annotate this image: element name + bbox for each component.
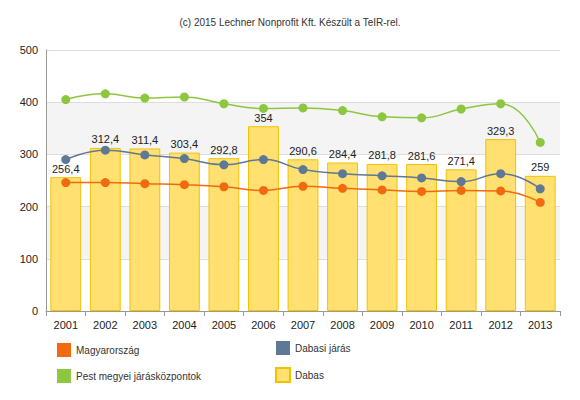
svg-text:281,6: 281,6 [408,150,436,162]
svg-text:292,8: 292,8 [210,144,238,156]
svg-text:2008: 2008 [330,319,354,331]
svg-text:311,4: 311,4 [131,134,158,146]
svg-text:329,3: 329,3 [487,125,515,137]
svg-text:2006: 2006 [251,319,275,331]
svg-text:2003: 2003 [133,319,157,331]
svg-text:Pest megyei járásközpontok: Pest megyei járásközpontok [76,371,202,382]
svg-text:290,6: 290,6 [289,145,317,157]
svg-text:Dabas: Dabas [295,370,324,381]
svg-text:271,4: 271,4 [447,155,475,167]
svg-text:Dabasi járás: Dabasi járás [295,343,351,354]
svg-text:(c) 2015 Lechner Nonprofit Kft: (c) 2015 Lechner Nonprofit Kft. Készült … [179,17,400,28]
svg-text:200: 200 [20,201,38,213]
svg-text:300: 300 [20,148,38,160]
svg-text:2012: 2012 [488,319,512,331]
svg-text:312,4: 312,4 [92,133,120,145]
svg-text:2013: 2013 [528,319,552,331]
svg-text:400: 400 [20,96,38,108]
svg-text:500: 500 [20,44,38,56]
svg-text:2007: 2007 [291,319,315,331]
svg-text:100: 100 [20,253,38,265]
svg-text:Magyarország: Magyarország [76,345,139,356]
svg-text:284,4: 284,4 [329,148,357,160]
svg-text:281,8: 281,8 [368,149,396,161]
svg-text:354: 354 [254,112,272,124]
svg-text:2010: 2010 [409,319,433,331]
svg-text:259: 259 [531,161,549,173]
svg-text:2009: 2009 [370,319,394,331]
svg-text:2011: 2011 [449,319,473,331]
svg-text:303,4: 303,4 [171,138,199,150]
svg-text:0: 0 [32,305,38,317]
svg-text:256,4: 256,4 [52,163,80,175]
svg-text:2004: 2004 [172,319,196,331]
svg-text:2001: 2001 [54,319,78,331]
svg-text:2005: 2005 [212,319,236,331]
svg-text:2002: 2002 [93,319,117,331]
